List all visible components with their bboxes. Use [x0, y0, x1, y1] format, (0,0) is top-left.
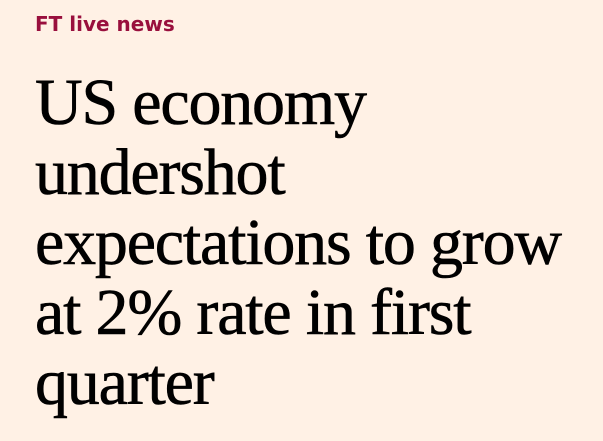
- headline: US economy undershot expectations to gro…: [35, 66, 563, 419]
- topic-tag-link[interactable]: FT live news: [35, 12, 175, 36]
